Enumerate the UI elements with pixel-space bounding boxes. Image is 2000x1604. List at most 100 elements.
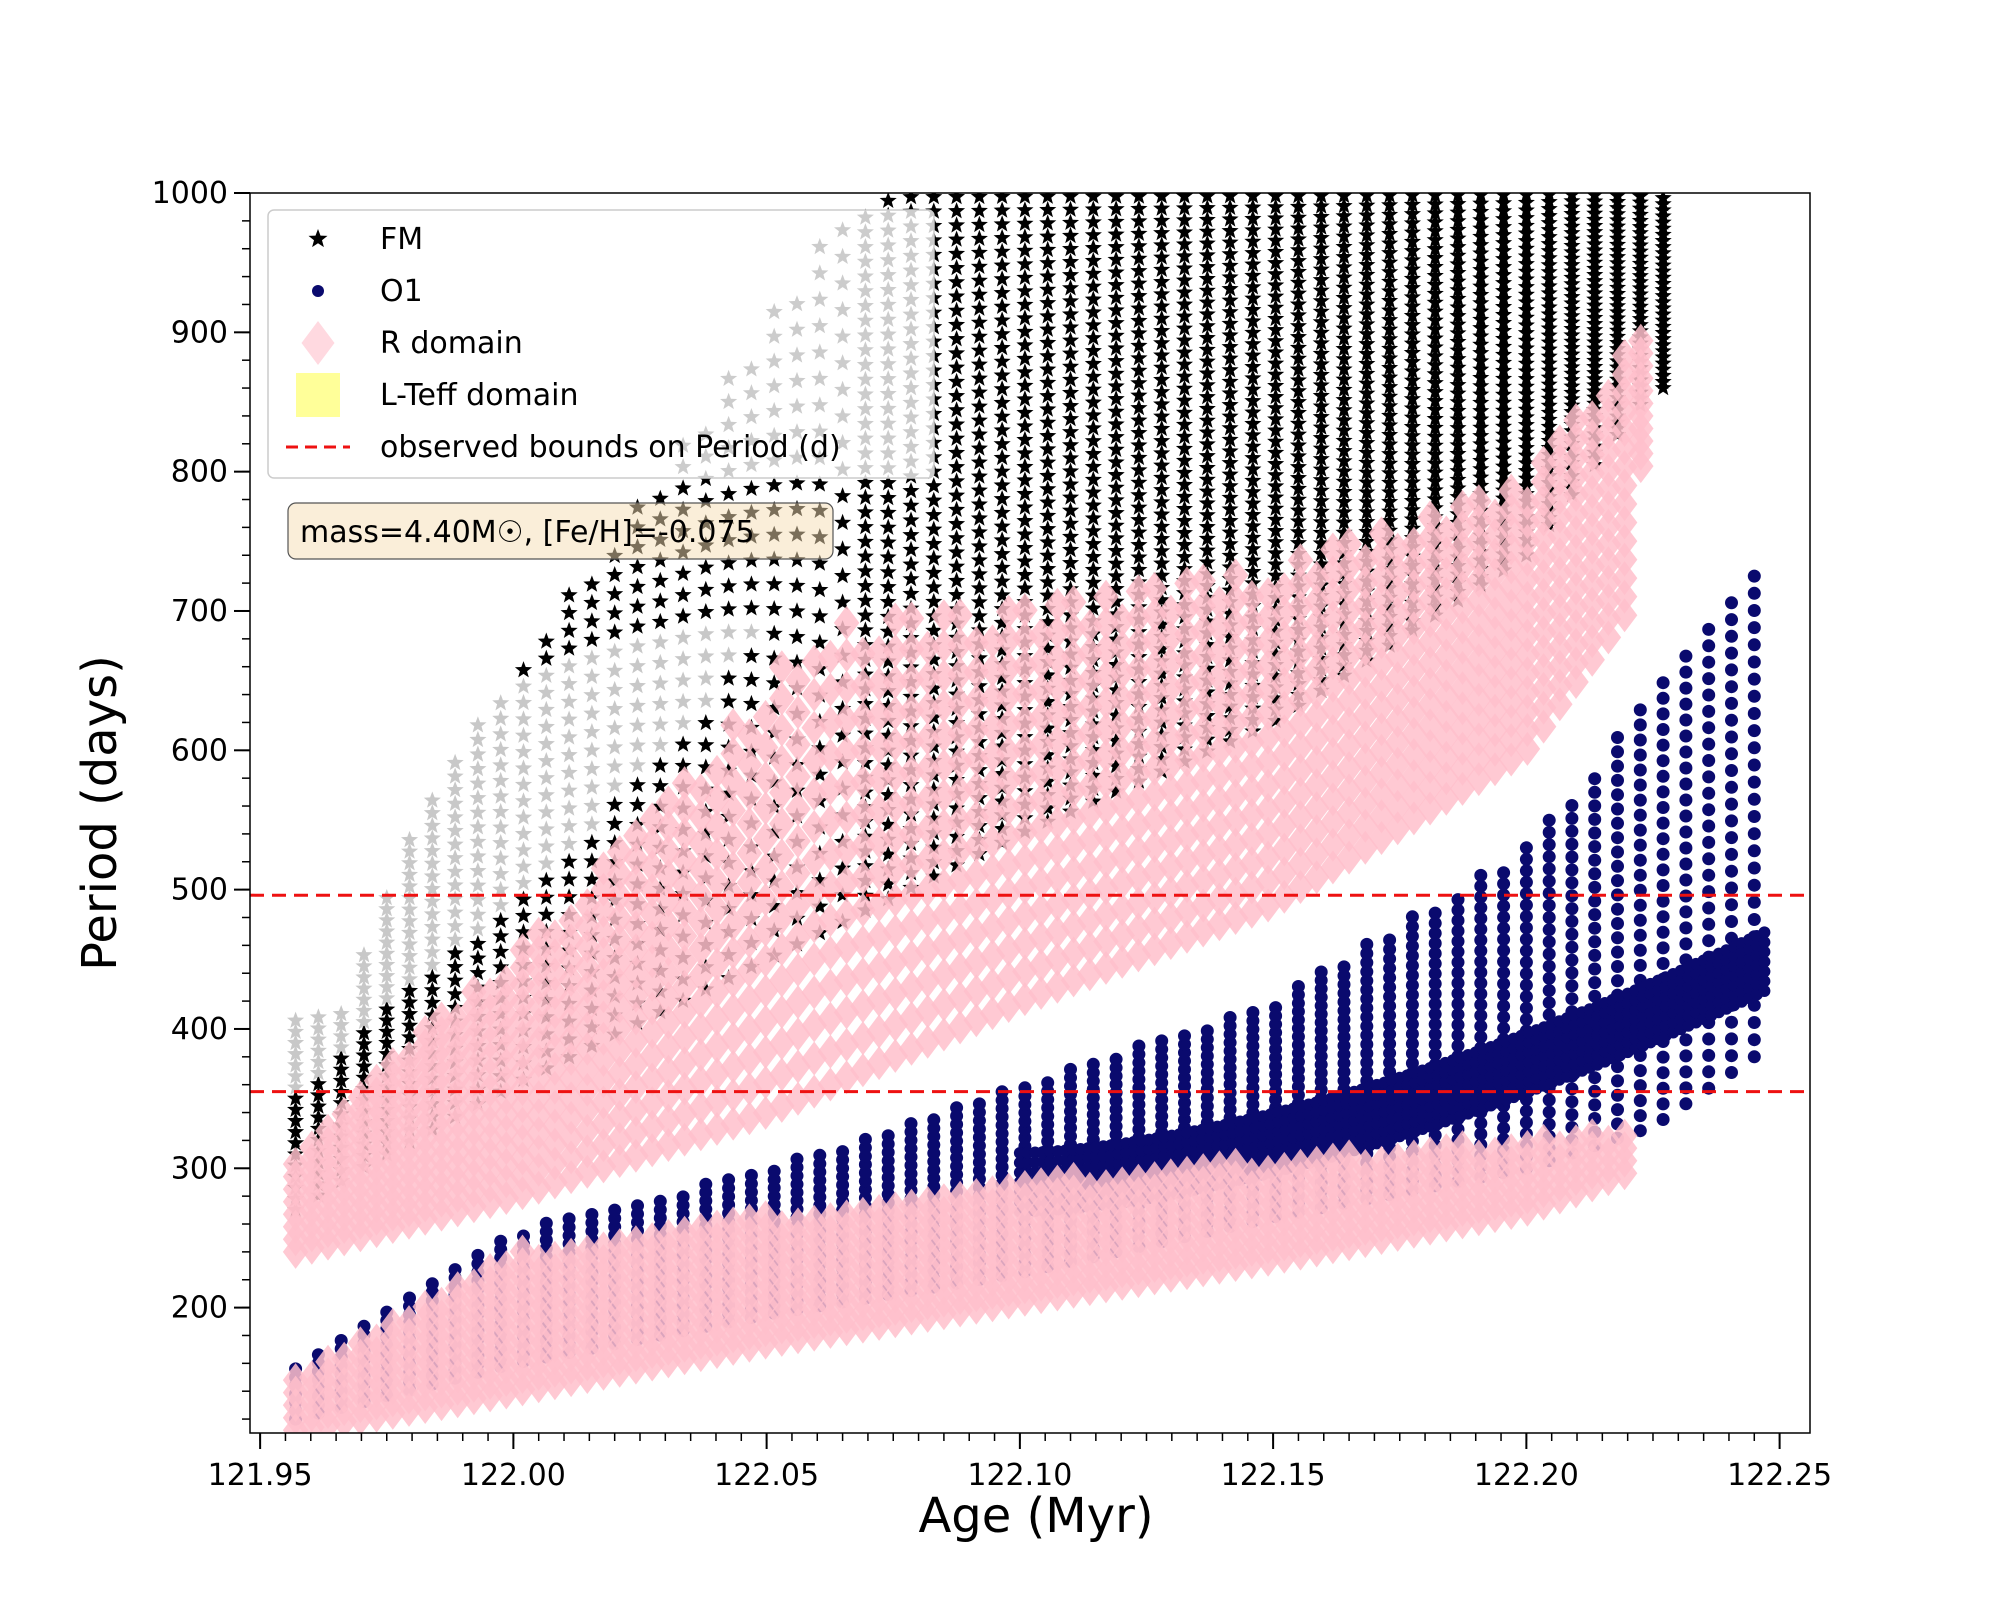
fm-point bbox=[1403, 334, 1421, 351]
fm-point bbox=[1403, 436, 1421, 453]
o1-point bbox=[1474, 922, 1488, 936]
o1-point bbox=[1405, 959, 1419, 973]
fm-point bbox=[1381, 205, 1399, 222]
fm-point bbox=[1540, 228, 1558, 245]
fm-point bbox=[1472, 302, 1490, 319]
fm-point bbox=[993, 558, 1011, 576]
fm-point bbox=[1198, 435, 1216, 452]
fm-point bbox=[651, 612, 669, 630]
fm-point bbox=[1289, 262, 1307, 280]
fm-point bbox=[925, 563, 943, 581]
fm-point bbox=[1381, 358, 1399, 376]
fm-point bbox=[1107, 377, 1125, 394]
r-domain-point bbox=[866, 666, 892, 701]
fm-point bbox=[1495, 210, 1513, 227]
fm-point bbox=[811, 871, 829, 888]
fm-point bbox=[1495, 226, 1513, 243]
o1-point bbox=[1360, 1047, 1374, 1060]
fm-point bbox=[1107, 238, 1125, 255]
o1-point bbox=[1565, 876, 1579, 890]
fm-point bbox=[1062, 488, 1080, 505]
fm-point bbox=[332, 1049, 350, 1066]
fm-point bbox=[1403, 473, 1421, 490]
r-domain-point bbox=[898, 662, 925, 697]
fm-point bbox=[1267, 220, 1285, 237]
o1-point bbox=[1758, 985, 1771, 997]
fm-point bbox=[1221, 349, 1239, 366]
fm-point bbox=[1335, 401, 1353, 418]
fm-point bbox=[1654, 238, 1672, 255]
fm-point bbox=[309, 1108, 327, 1125]
o1-point bbox=[1383, 961, 1397, 975]
fm-point bbox=[1130, 486, 1148, 503]
o1-point bbox=[1497, 910, 1511, 924]
fm-point bbox=[1084, 264, 1102, 281]
o1-point bbox=[1542, 959, 1556, 973]
fm-point bbox=[1403, 316, 1421, 333]
fm-point bbox=[1563, 224, 1581, 241]
fm-point bbox=[1221, 430, 1239, 448]
fm-point bbox=[401, 877, 419, 894]
r-domain-point bbox=[752, 730, 779, 765]
fm-point bbox=[492, 942, 510, 960]
o1-point bbox=[1519, 932, 1533, 946]
fm-point bbox=[309, 1052, 327, 1070]
o1-point bbox=[1679, 1065, 1693, 1079]
fm-point bbox=[879, 503, 897, 521]
r-domain-point bbox=[769, 744, 795, 779]
fm-point bbox=[446, 808, 464, 825]
o1-point bbox=[1702, 754, 1716, 767]
r-domain-point bbox=[882, 851, 909, 886]
o1-point bbox=[1588, 867, 1602, 881]
fm-point bbox=[583, 870, 601, 887]
fm-point bbox=[606, 738, 624, 755]
o1-point bbox=[1474, 1009, 1488, 1022]
fm-point bbox=[1358, 443, 1376, 461]
fm-point bbox=[651, 777, 669, 794]
fm-point bbox=[1107, 478, 1125, 495]
fm-point bbox=[537, 649, 555, 666]
r-domain-point bbox=[833, 865, 860, 900]
fm-point bbox=[1312, 334, 1330, 351]
o1-point bbox=[1656, 894, 1670, 908]
fm-point bbox=[993, 613, 1011, 631]
fm-point bbox=[948, 856, 966, 873]
fm-point bbox=[1130, 560, 1148, 578]
fm-point bbox=[1563, 249, 1581, 266]
fm-point bbox=[1335, 452, 1353, 469]
fm-point bbox=[1563, 262, 1581, 279]
fm-point bbox=[1586, 345, 1604, 362]
fm-point bbox=[446, 958, 464, 975]
fm-point bbox=[1062, 449, 1080, 466]
o1-point bbox=[1725, 847, 1738, 861]
fm-point bbox=[1267, 488, 1285, 505]
o1-point bbox=[1656, 863, 1670, 877]
fm-point bbox=[537, 769, 555, 786]
o1-point bbox=[1702, 917, 1716, 931]
fm-point bbox=[1130, 262, 1148, 279]
fm-point bbox=[1062, 239, 1080, 257]
fm-point bbox=[1517, 416, 1535, 433]
fm-point bbox=[378, 922, 396, 939]
o1-point bbox=[1519, 910, 1533, 923]
fm-point bbox=[1426, 240, 1444, 257]
fm-point bbox=[355, 1068, 373, 1085]
o1-point bbox=[1542, 825, 1556, 839]
fm-point bbox=[1586, 210, 1604, 227]
fm-point bbox=[948, 799, 966, 816]
fm-point bbox=[970, 285, 988, 302]
fm-point bbox=[948, 287, 966, 304]
fm-point bbox=[1312, 197, 1330, 214]
o1-point bbox=[1428, 1048, 1442, 1061]
o1-point bbox=[1474, 1116, 1488, 1130]
fm-point bbox=[628, 597, 646, 614]
r-domain-point bbox=[769, 712, 795, 747]
fm-point bbox=[1563, 339, 1581, 356]
fm-point bbox=[1107, 757, 1125, 774]
fm-point bbox=[1198, 193, 1216, 204]
fm-point bbox=[1312, 292, 1330, 309]
fm-point bbox=[1403, 353, 1421, 370]
o1-point bbox=[1542, 886, 1556, 900]
o1-point bbox=[972, 1097, 986, 1111]
o1-point bbox=[1633, 733, 1647, 747]
